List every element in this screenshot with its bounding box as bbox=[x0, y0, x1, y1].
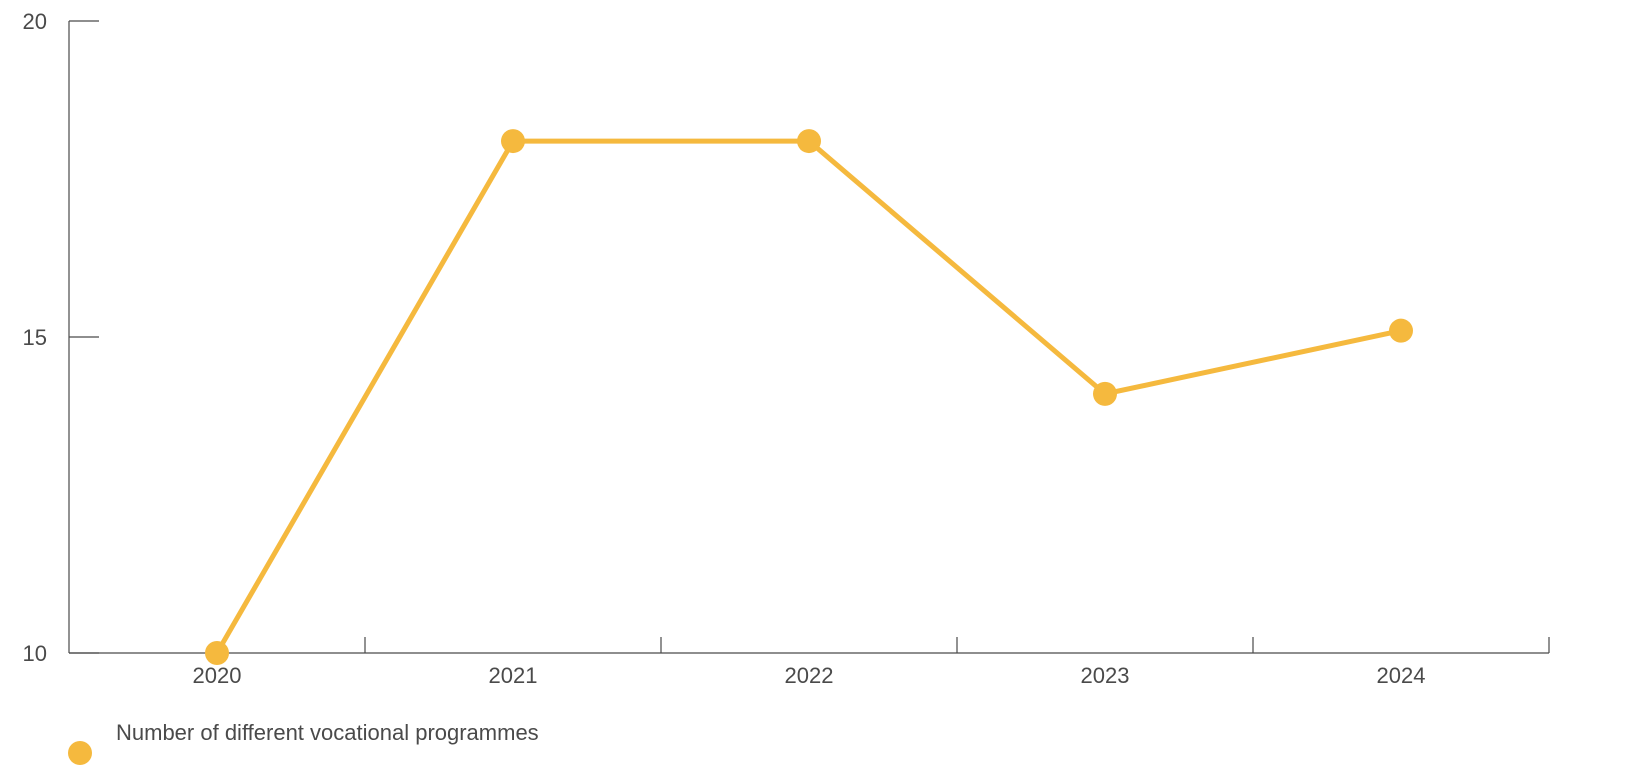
data-point bbox=[797, 129, 821, 154]
data-point bbox=[1093, 381, 1117, 406]
data-point bbox=[205, 641, 229, 665]
legend: Number of different vocational programme… bbox=[68, 720, 541, 768]
y-tick-label: 15 bbox=[23, 325, 47, 350]
x-tick-label: 2024 bbox=[1377, 663, 1426, 688]
x-tick-label: 2023 bbox=[1081, 663, 1130, 688]
y-tick-label: 20 bbox=[23, 9, 47, 34]
series-line bbox=[214, 138, 1402, 655]
x-tick-label: 2020 bbox=[193, 663, 242, 688]
series-layer bbox=[205, 129, 1413, 665]
legend-label: Number of different vocational programme… bbox=[116, 720, 539, 745]
x-axis: 2020 2021 2022 2023 2024 bbox=[69, 637, 1550, 688]
y-axis: 10 15 20 bbox=[23, 9, 99, 666]
data-point bbox=[501, 129, 525, 154]
legend-swatch bbox=[68, 741, 92, 765]
y-tick-label: 10 bbox=[23, 641, 47, 666]
x-tick-label: 2022 bbox=[785, 663, 834, 688]
x-tick-label: 2021 bbox=[489, 663, 538, 688]
data-point bbox=[1389, 318, 1413, 343]
